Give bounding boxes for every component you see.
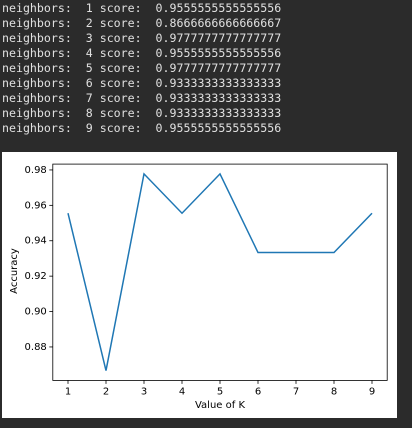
output-line: neighbors: 8 score: 0.9333333333333333 [2,106,282,120]
x-tick-label: 9 [369,386,375,397]
x-tick-label: 7 [293,386,299,397]
y-tick-label: 0.90 [25,307,47,318]
y-tick-label: 0.92 [25,271,47,282]
cell-output: neighbors: 1 score: 0.9555555555555556 ne… [2,1,281,136]
output-line: neighbors: 4 score: 0.9555555555555556 [2,46,282,60]
figure-background [2,152,397,418]
x-tick-label: 2 [103,386,109,397]
y-tick-label: 0.98 [25,165,47,176]
output-line: neighbors: 9 score: 0.9555555555555556 [2,121,282,135]
x-tick-label: 5 [217,386,223,397]
x-tick-label: 1 [65,386,71,397]
y-axis-label: Accuracy [9,248,20,294]
y-tick-label: 0.88 [25,342,47,353]
x-tick-label: 4 [179,386,185,397]
output-line: neighbors: 6 score: 0.9333333333333333 [2,76,282,90]
x-tick-label: 3 [141,386,147,397]
output-line: neighbors: 3 score: 0.9777777777777777 [2,31,282,45]
output-line: neighbors: 2 score: 0.8666666666666667 [2,16,282,30]
output-line: neighbors: 5 score: 0.9777777777777777 [2,61,282,75]
y-tick-label: 0.94 [25,236,47,247]
x-axis-label: Value of K [195,400,245,411]
output-line: neighbors: 7 score: 0.9333333333333333 [2,91,282,105]
x-tick-label: 6 [255,386,261,397]
x-tick-label: 8 [331,386,337,397]
output-line: neighbors: 1 score: 0.9555555555555556 [2,1,282,15]
y-tick-label: 0.96 [25,200,47,211]
data-line [67,172,373,371]
